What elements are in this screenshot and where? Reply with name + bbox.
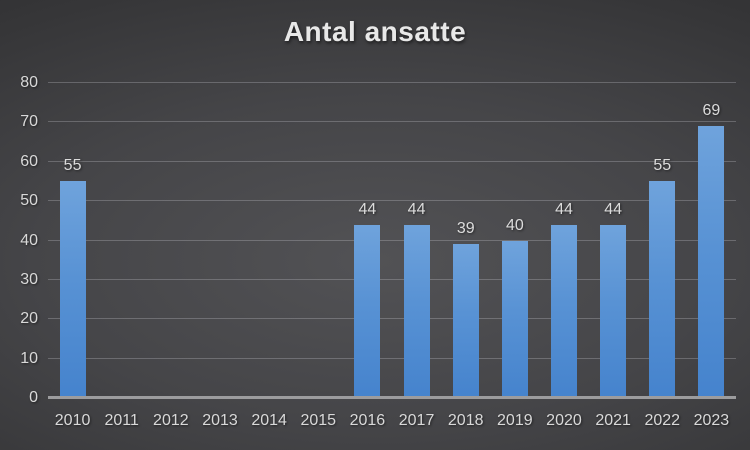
gridline <box>48 200 736 202</box>
category-slot <box>97 83 146 398</box>
bar-value-label: 69 <box>702 102 721 120</box>
x-axis-category-label: 2022 <box>644 412 681 429</box>
y-axis-labels: 0 10 20 30 40 50 60 70 80 <box>0 74 38 406</box>
category-slot <box>146 83 195 398</box>
category-slot: 39 <box>441 83 490 398</box>
x-axis-category-label: 2016 <box>349 412 386 429</box>
x-axis-line <box>48 396 736 399</box>
y-axis-tick-label: 20 <box>20 310 38 328</box>
category-slot: 69 <box>687 83 736 398</box>
bar <box>452 244 479 398</box>
bar <box>550 224 577 398</box>
bar <box>59 181 86 398</box>
bar-value-label: 44 <box>604 200 623 218</box>
x-axis-category-label: 2020 <box>546 412 582 429</box>
category-slot: 44 <box>392 83 441 398</box>
x-axis-category-label: 2017 <box>398 412 435 429</box>
category-slot <box>195 83 244 398</box>
gridline <box>48 82 736 83</box>
gridline <box>48 121 736 123</box>
bar-value-label: 40 <box>505 216 524 234</box>
y-axis-tick-label: 70 <box>20 113 38 131</box>
gridline <box>48 278 736 280</box>
category-slot: 44 <box>343 83 392 398</box>
gridline <box>48 160 736 162</box>
category-slot: 55 <box>638 83 687 398</box>
x-axis-category-label: 2013 <box>202 412 238 429</box>
x-axis-category-label: 2023 <box>693 412 730 429</box>
category-slot: 44 <box>589 83 638 398</box>
bar-value-label: 44 <box>407 200 426 218</box>
x-axis-category-label: 2011 <box>104 412 139 429</box>
bar <box>354 224 381 398</box>
bar <box>698 126 725 398</box>
bar <box>501 240 528 398</box>
plot-area: 55 44 44 39 40 44 44 55 69 <box>48 82 736 399</box>
x-axis-category-label: 2014 <box>251 412 287 429</box>
x-axis-category-label: 2010 <box>54 412 91 429</box>
category-slot <box>245 83 294 398</box>
x-axis-category-label: 2019 <box>497 412 533 429</box>
x-axis-category-label: 2015 <box>300 412 337 429</box>
y-axis-tick-label: 10 <box>20 349 38 367</box>
category-slot: 40 <box>490 83 539 398</box>
bar-value-label: 55 <box>63 157 82 175</box>
bar-value-label: 55 <box>653 157 672 175</box>
x-axis-labels: 2010 2011 2012 2013 2014 2015 2016 2017 2018 2019… <box>48 412 736 440</box>
y-axis-tick-label: 30 <box>20 270 38 288</box>
x-axis-category-label: 2012 <box>153 412 189 429</box>
category-slot: 44 <box>539 83 588 398</box>
bar-value-label: 39 <box>456 220 475 238</box>
y-axis-tick-label: 60 <box>20 152 38 170</box>
gridline <box>48 318 736 320</box>
y-axis-tick-label: 50 <box>20 192 38 210</box>
x-axis-category-label: 2018 <box>447 412 484 429</box>
bar <box>649 181 676 398</box>
y-axis-tick-label: 80 <box>20 74 38 91</box>
y-axis-tick-label: 0 <box>29 389 38 406</box>
bar-value-label: 44 <box>555 200 573 218</box>
category-slot <box>294 83 343 398</box>
x-axis-category-label: 2021 <box>595 412 631 429</box>
gridline <box>48 239 736 241</box>
category-slot: 55 <box>48 83 97 398</box>
bar <box>403 224 430 398</box>
bar-value-label: 44 <box>358 200 377 218</box>
bar <box>600 224 627 398</box>
y-axis-tick-label: 40 <box>20 231 38 249</box>
gridline <box>48 357 736 359</box>
chart-title: Antal ansatte <box>283 16 467 47</box>
